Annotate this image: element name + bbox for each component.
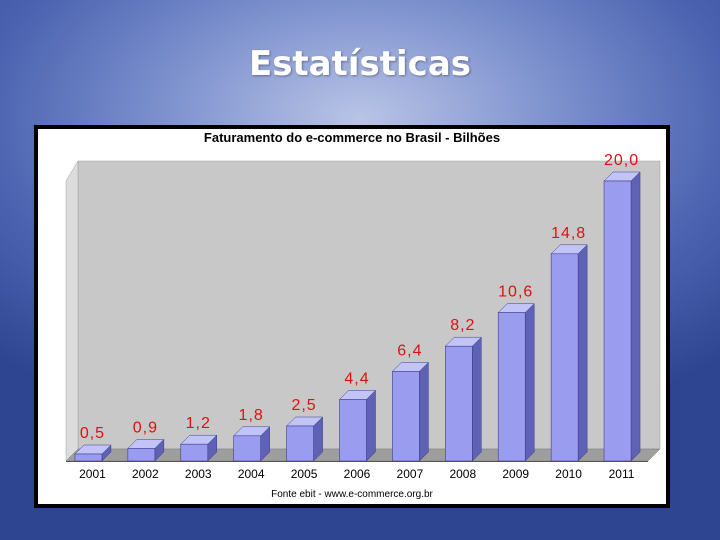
bar-front <box>603 180 632 462</box>
bar-front <box>286 425 314 462</box>
bar-front <box>497 312 526 462</box>
bar-front <box>392 371 420 462</box>
x-tick-label-2007: 2007 <box>397 467 424 481</box>
value-label-2006: 4,4 <box>344 370 369 387</box>
chart-bars <box>74 171 641 462</box>
bar-side <box>577 244 588 462</box>
bar-front <box>445 345 473 462</box>
chart-title: Faturamento do e-commerce no Brasil - Bi… <box>204 130 500 145</box>
bar-2003 <box>180 434 218 462</box>
bar-front <box>550 253 579 462</box>
bar-2001 <box>74 444 112 462</box>
x-tick-label-2010: 2010 <box>555 467 582 481</box>
bar-2010 <box>550 244 588 462</box>
value-label-2011: 20,0 <box>604 152 639 169</box>
x-tick-label-2005: 2005 <box>291 467 318 481</box>
bar-2011 <box>603 171 641 462</box>
chart-value-labels: 0,5 0,9 1,2 1,8 2,5 4,4 6,4 8,2 10,6 14,8 20,0 <box>80 152 639 442</box>
chart-source: Fonte ebit - www.e-commerce.org.br <box>271 489 433 500</box>
value-label-2007: 6,4 <box>397 342 422 359</box>
x-tick-label-2003: 2003 <box>185 467 212 481</box>
bar-side <box>524 302 535 462</box>
value-label-2009: 10,6 <box>498 284 533 301</box>
bar-side <box>419 361 429 462</box>
bar-front <box>74 453 103 462</box>
x-tick-label-2011: 2011 <box>609 467 635 481</box>
slide-title: Estatísticas <box>248 44 472 84</box>
bar-side <box>366 389 376 462</box>
value-label-2010: 14,8 <box>551 225 586 242</box>
x-tick-label-2008: 2008 <box>449 467 476 481</box>
bar-2009 <box>497 302 535 462</box>
bar-2006 <box>338 389 377 462</box>
bar-front <box>127 448 156 462</box>
value-label-2004: 1,8 <box>239 407 264 424</box>
x-tick-label-2001: 2001 <box>79 467 106 481</box>
bar-chart: 0,5 0,9 1,2 1,8 2,5 4,4 6,4 8,2 10,6 14,8 20,0 200… <box>38 129 666 504</box>
bar-2008 <box>444 336 482 462</box>
bar-side <box>630 171 641 462</box>
x-tick-label-2004: 2004 <box>238 467 265 481</box>
x-tick-label-2002: 2002 <box>132 467 159 481</box>
bar-front <box>339 399 367 462</box>
chart-frame: 0,5 0,9 1,2 1,8 2,5 4,4 6,4 8,2 10,6 14,8 20,0 200… <box>34 125 670 508</box>
x-tick-label-2009: 2009 <box>502 467 529 481</box>
x-tick-label-2006: 2006 <box>344 467 371 481</box>
value-label-2002: 0,9 <box>133 419 158 436</box>
bar-front <box>233 435 261 462</box>
bar-2005 <box>285 416 324 462</box>
bar-side <box>472 336 482 462</box>
chart-side-wall <box>65 160 79 462</box>
value-label-2008: 8,2 <box>450 317 475 334</box>
bar-2007 <box>391 361 430 462</box>
chart-x-labels: 2001 2002 2003 2004 2005 2006 2007 2008 2009 2010… <box>79 467 635 481</box>
value-label-2001: 0,5 <box>80 425 105 442</box>
bar-front <box>180 443 209 462</box>
value-label-2003: 1,2 <box>186 415 211 432</box>
bar-2002 <box>127 438 165 462</box>
bar-2004 <box>233 426 271 462</box>
value-label-2005: 2,5 <box>291 397 316 414</box>
